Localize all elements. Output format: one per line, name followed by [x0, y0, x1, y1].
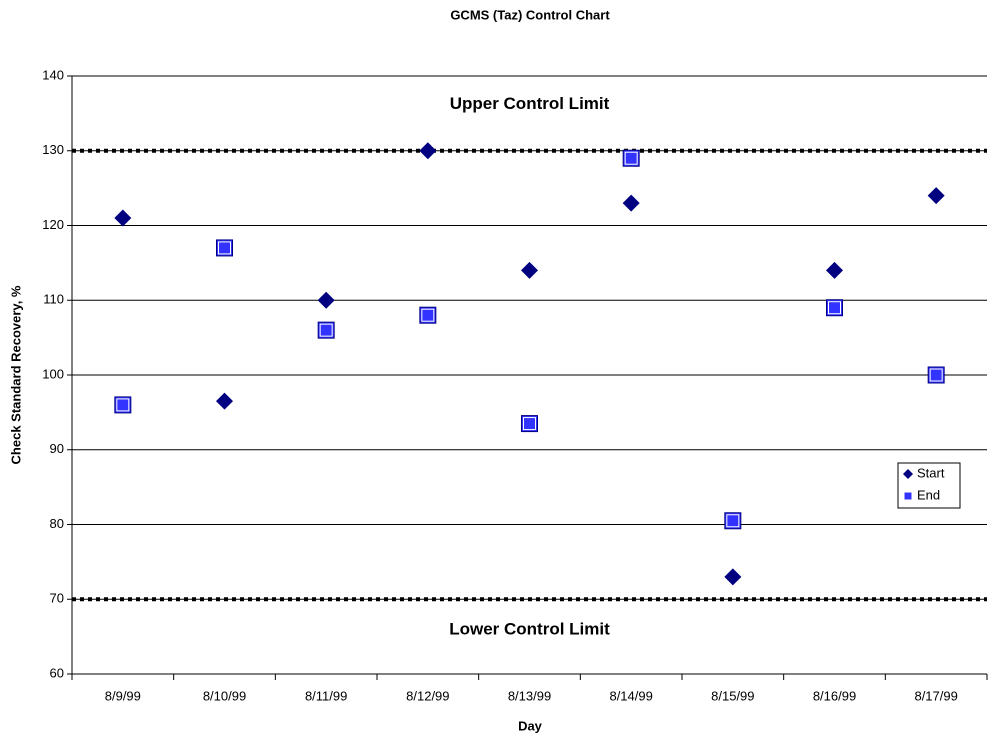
square-body: [114, 396, 132, 414]
diamond-marker: [317, 291, 335, 309]
y-tick-label: 130: [42, 142, 64, 157]
square-marker: [927, 366, 945, 384]
y-tick-label: 60: [50, 665, 64, 680]
legend-key: [903, 469, 913, 479]
square-highlight: [421, 308, 435, 322]
x-tick-label: 8/12/99: [406, 688, 449, 703]
y-tick-label: 120: [42, 217, 64, 232]
x-tick-label: 8/13/99: [508, 688, 551, 703]
x-tick-label: 8/15/99: [711, 688, 754, 703]
square-highlight: [218, 241, 231, 255]
x-tick-label: 8/17/99: [914, 688, 957, 703]
x-tick-label: 8/16/99: [813, 688, 856, 703]
x-tick-label: 8/11/99: [305, 688, 347, 703]
x-axis-label: Day: [518, 718, 543, 733]
y-axis-label: Check Standard Recovery, %: [8, 285, 23, 464]
control-limit-label: Lower Control Limit: [449, 620, 610, 639]
legend-square: [903, 491, 913, 501]
square-highlight: [828, 301, 841, 315]
chart-title: GCMS (Taz) Control Chart: [450, 7, 610, 22]
control-limit-label: Upper Control Limit: [450, 94, 610, 113]
y-tick-label: 90: [50, 441, 64, 456]
diamond-marker: [419, 142, 437, 160]
legend-label: End: [917, 487, 940, 502]
square-body: [927, 366, 945, 384]
y-tick-label: 140: [42, 67, 64, 82]
square-marker: [521, 415, 538, 433]
diamond-marker: [622, 194, 640, 212]
square-highlight: [624, 151, 638, 165]
square-body: [317, 321, 335, 339]
square-marker: [622, 149, 640, 167]
square-marker: [114, 396, 132, 414]
square-marker: [216, 239, 233, 257]
square-body: [419, 306, 437, 324]
y-tick-label: 80: [50, 516, 64, 531]
y-tick-label: 70: [50, 591, 64, 606]
square-body: [622, 149, 640, 167]
square-body: [521, 415, 538, 433]
y-tick-label: 110: [43, 292, 64, 307]
legend-label: Start: [917, 465, 945, 480]
diamond-marker: [521, 261, 538, 279]
x-tick-label: 8/9/99: [105, 688, 141, 703]
square-marker: [724, 512, 742, 530]
diamond-marker: [114, 209, 132, 227]
x-tick-label: 8/14/99: [609, 688, 652, 703]
square-highlight: [929, 368, 943, 382]
y-tick-label: 100: [42, 366, 64, 381]
square-marker: [826, 299, 843, 317]
square-body: [724, 512, 742, 530]
square-highlight: [319, 323, 333, 337]
diamond-marker: [216, 392, 233, 410]
square-highlight: [726, 514, 740, 528]
x-tick-label: 8/10/99: [203, 688, 246, 703]
square-marker: [317, 321, 335, 339]
square-body: [216, 239, 233, 257]
square-highlight: [523, 417, 536, 431]
square-body: [826, 299, 843, 317]
square-marker: [419, 306, 437, 324]
diamond-marker: [724, 568, 742, 586]
legend-key: [903, 491, 913, 501]
diamond-marker: [826, 261, 843, 279]
diamond-marker: [927, 187, 945, 205]
legend-diamond: [903, 469, 913, 479]
square-highlight: [116, 398, 130, 412]
